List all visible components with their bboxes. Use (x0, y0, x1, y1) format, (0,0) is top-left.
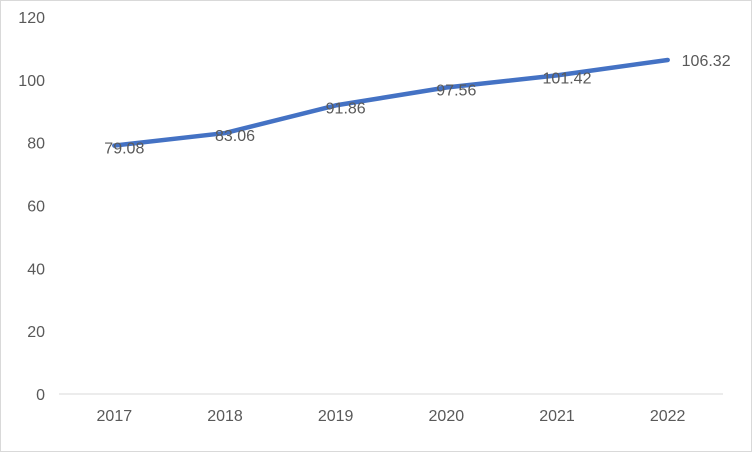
data-label: 79.08 (104, 141, 144, 158)
x-tick-label: 2019 (318, 408, 354, 425)
y-tick-label: 60 (27, 199, 45, 216)
x-tick-label: 2022 (650, 408, 686, 425)
x-tick-label: 2020 (429, 408, 465, 425)
y-axis-ticks: 0 20 40 60 80 100 120 (18, 10, 45, 404)
data-label: 97.56 (436, 82, 476, 99)
y-tick-label: 20 (27, 324, 45, 341)
y-tick-label: 100 (18, 73, 45, 90)
x-tick-label: 2018 (207, 408, 243, 425)
x-tick-label: 2021 (539, 408, 575, 425)
data-label: 106.32 (682, 53, 731, 70)
data-labels: 79.08 83.06 91.86 97.56 101.42 106.32 (104, 53, 730, 158)
data-label: 83.06 (215, 128, 255, 145)
y-tick-label: 40 (27, 261, 45, 278)
x-tick-label: 2017 (97, 408, 133, 425)
data-label: 91.86 (326, 100, 366, 117)
x-axis-ticks: 2017 2018 2019 2020 2021 2022 (97, 408, 686, 425)
y-tick-label: 80 (27, 136, 45, 153)
data-label: 101.42 (543, 70, 592, 87)
y-tick-label: 120 (18, 10, 45, 27)
series-line (112, 57, 670, 148)
y-tick-label: 0 (36, 387, 45, 404)
